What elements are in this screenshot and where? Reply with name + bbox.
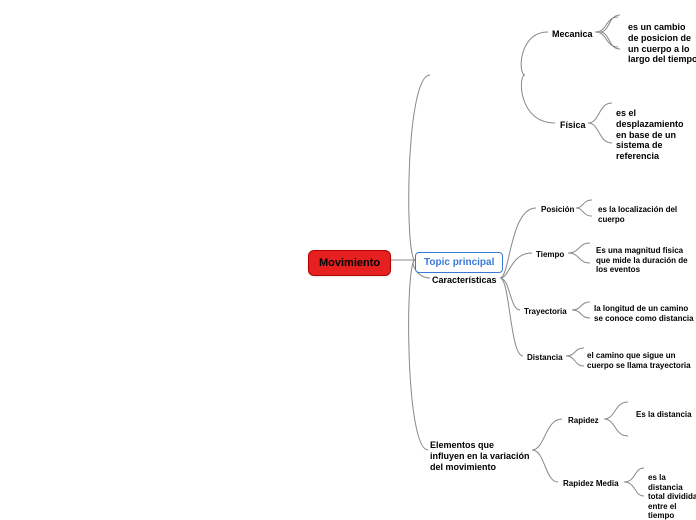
node-fisica[interactable]: Física xyxy=(560,120,586,131)
root-node[interactable]: Movimiento xyxy=(308,250,391,276)
node-caracteristicas[interactable]: Características xyxy=(432,275,497,286)
node-distancia[interactable]: Distancia xyxy=(527,353,563,363)
node-mecanica[interactable]: Mecanica xyxy=(552,29,593,40)
node-rapidez[interactable]: Rapidez xyxy=(568,416,599,426)
topic-principal[interactable]: Topic principal xyxy=(415,252,503,273)
node-elementos[interactable]: Elementos que influyen en la variación d… xyxy=(430,440,530,472)
node-mecanica-desc: es un cambio de posicion de un cuerpo a … xyxy=(628,22,696,65)
node-trayectoria-desc: la longitud de un camino se conoce como … xyxy=(594,304,694,323)
node-rapidez-desc: Es la distancia xyxy=(636,410,696,420)
node-fisica-desc: es el desplazamiento en base de un siste… xyxy=(616,108,696,162)
node-tiempo-desc: Es una magnitud fisica que mide la durac… xyxy=(596,246,696,275)
node-distancia-desc: el camino que sigue un cuerpo se llama t… xyxy=(587,351,696,370)
node-tiempo[interactable]: Tiempo xyxy=(536,250,564,260)
node-posicion[interactable]: Posición xyxy=(541,205,574,215)
node-posicion-desc: es la localización del cuerpo xyxy=(598,205,696,224)
node-rapidez-media[interactable]: Rapidez Media xyxy=(563,479,619,489)
node-trayectoria[interactable]: Trayectoria xyxy=(524,307,567,317)
node-rapidez-media-desc: es la distancia total dividida entre el … xyxy=(648,473,696,520)
